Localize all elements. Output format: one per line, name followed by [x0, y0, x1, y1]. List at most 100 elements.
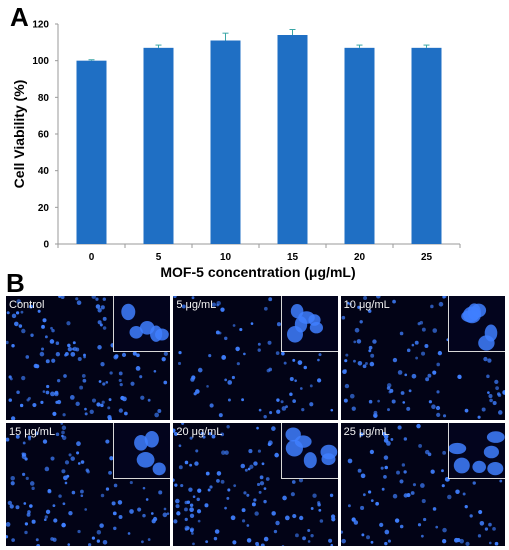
nucleus — [435, 405, 440, 411]
nucleus — [201, 431, 205, 435]
nucleus — [464, 504, 468, 508]
nucleus — [274, 529, 278, 533]
nucleus — [64, 481, 68, 484]
nucleus — [84, 412, 88, 416]
nucleus — [362, 364, 367, 369]
nucleus — [196, 497, 201, 501]
nucleus — [100, 305, 105, 310]
nucleus — [419, 482, 425, 488]
micrograph-label: 5 μg/mL — [176, 299, 217, 311]
nucleus — [67, 343, 71, 348]
nucleus — [367, 349, 371, 353]
nucleus — [243, 490, 247, 494]
nucleus — [198, 519, 201, 522]
nucleus — [365, 534, 370, 539]
nucleus — [435, 525, 438, 528]
nucleus — [71, 347, 75, 351]
nucleus — [252, 501, 257, 506]
nucleus — [362, 296, 367, 301]
nucleus — [61, 430, 65, 434]
nucleus — [257, 348, 262, 352]
nucleus — [420, 534, 424, 538]
nucleus — [23, 501, 27, 505]
nucleus — [352, 359, 356, 363]
nucleus — [276, 398, 280, 402]
nucleus — [224, 378, 228, 382]
nucleus — [429, 304, 434, 309]
nucleus — [241, 398, 245, 402]
nucleus — [477, 533, 481, 538]
nucleus — [161, 356, 166, 362]
nucleus — [16, 390, 20, 395]
nucleus — [206, 471, 210, 475]
nucleus — [317, 502, 322, 506]
nucleus — [282, 495, 288, 500]
nucleus — [193, 494, 196, 498]
nucleus — [76, 440, 81, 446]
nucleus — [275, 520, 281, 525]
y-tick-label: 100 — [32, 56, 49, 67]
nucleus — [20, 310, 24, 314]
nucleus — [166, 511, 170, 515]
nucleus — [233, 324, 236, 327]
nucleus — [80, 493, 84, 497]
nucleus — [186, 499, 191, 504]
nucleus — [268, 297, 273, 302]
nucleus — [178, 443, 182, 447]
nucleus — [11, 537, 15, 542]
nuclei-field — [340, 423, 502, 546]
zoomed-nucleus — [309, 322, 323, 334]
nucleus — [50, 455, 55, 461]
nucleus — [52, 503, 56, 507]
nucleus — [9, 503, 14, 509]
nucleus — [190, 527, 195, 532]
nucleus — [383, 437, 389, 443]
micrograph-control: Control — [6, 296, 171, 420]
nucleus — [189, 463, 193, 467]
nucleus — [151, 518, 156, 523]
nucleus — [216, 478, 221, 483]
nucleus — [424, 449, 430, 454]
nucleus — [79, 385, 84, 390]
nucleus — [44, 466, 50, 471]
nucleus — [301, 407, 305, 412]
nucleus — [205, 539, 209, 543]
nucleus — [361, 532, 364, 536]
nucleus — [83, 355, 86, 359]
nucleus — [40, 400, 44, 404]
nucleus — [263, 415, 268, 419]
nucleus — [369, 449, 374, 454]
nucleus — [291, 491, 296, 496]
nucleus — [431, 370, 436, 375]
nucleus — [175, 503, 180, 508]
nucleus — [384, 529, 389, 534]
nucleus — [383, 454, 388, 460]
nucleus — [215, 528, 220, 534]
nucleus — [22, 452, 27, 457]
nucleus — [462, 491, 466, 495]
bar-5 — [143, 47, 174, 245]
nucleus — [358, 431, 364, 436]
nucleus — [175, 498, 180, 503]
nucleus — [456, 537, 461, 542]
nucleus — [178, 350, 182, 355]
nucleus — [403, 469, 407, 474]
nucleus — [469, 513, 473, 518]
nucleus — [42, 318, 47, 323]
nucleus — [184, 507, 189, 511]
nucleus — [412, 482, 416, 486]
nucleus — [424, 377, 429, 382]
nucleus — [185, 460, 189, 464]
nucleus — [492, 400, 497, 406]
nucleus — [392, 493, 397, 498]
nucleus — [15, 311, 20, 315]
zoomed-nucleus — [483, 445, 499, 458]
nucleus — [419, 320, 423, 325]
nucleus — [62, 501, 66, 505]
nucleus — [197, 488, 202, 493]
nucleus — [174, 431, 179, 436]
nucleus — [292, 479, 296, 484]
nucleus — [441, 483, 445, 487]
nucleus — [44, 514, 48, 519]
nucleus — [465, 541, 470, 546]
